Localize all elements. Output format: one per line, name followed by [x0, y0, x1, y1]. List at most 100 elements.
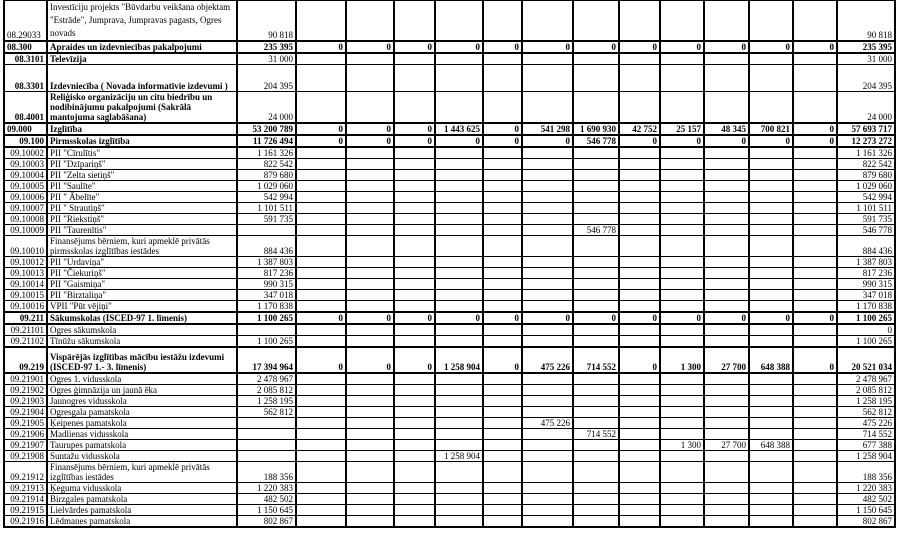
value-cell	[659, 180, 705, 192]
value-cell: 0	[482, 40, 523, 54]
value-cell	[345, 323, 395, 336]
value-cell	[521, 504, 574, 516]
row-total-cell: 879 680	[836, 169, 896, 181]
value-cell	[792, 482, 838, 494]
value-cell	[434, 372, 484, 385]
value-cell	[618, 91, 661, 124]
table-row: 09.21915 Lielvārdes pamatskola 1 150 645 1 …	[3, 504, 896, 516]
value-cell	[393, 202, 436, 214]
value-cell	[482, 439, 523, 451]
table-row: 09.21904 Ogresgala pamatskola 562 812 562 8…	[3, 406, 896, 418]
value-cell	[521, 450, 574, 462]
value-cell	[345, 91, 395, 124]
value-cell	[295, 450, 347, 462]
row-total-cell: 1 150 645	[836, 504, 896, 516]
value-cell	[659, 335, 705, 348]
value-cell	[792, 461, 838, 483]
value-cell: 817 236	[236, 267, 297, 279]
value-cell	[748, 224, 794, 236]
value-cell	[748, 384, 794, 396]
value-cell	[393, 335, 436, 348]
value-cell	[393, 169, 436, 181]
row-total-cell: 1 161 326	[836, 146, 896, 159]
value-cell	[434, 224, 484, 236]
row-code-cell: 09.219	[3, 346, 48, 374]
value-cell	[295, 493, 347, 505]
value-cell	[792, 224, 838, 236]
value-cell	[748, 335, 794, 348]
row-name-cell: PII "Gaismiņa"	[46, 278, 238, 290]
row-name-cell: PII "Cīrulītis"	[46, 146, 238, 159]
value-cell: 204 395	[236, 64, 297, 92]
value-cell	[748, 146, 794, 159]
value-cell	[659, 428, 705, 440]
value-cell: 53 200 789	[236, 122, 297, 136]
value-cell	[748, 300, 794, 313]
value-cell	[393, 417, 436, 429]
value-cell	[618, 191, 661, 203]
value-cell	[345, 191, 395, 203]
value-cell: 1 300	[659, 439, 705, 451]
value-cell	[393, 64, 436, 92]
value-cell	[393, 267, 436, 279]
value-cell: 0	[295, 122, 347, 136]
value-cell	[345, 461, 395, 483]
value-cell	[748, 278, 794, 290]
row-name-cell: Ogresgala pamatskola	[46, 406, 238, 418]
value-cell	[345, 372, 395, 385]
value-cell	[295, 202, 347, 214]
value-cell	[659, 267, 705, 279]
value-cell	[703, 372, 750, 385]
value-cell	[482, 52, 523, 65]
value-cell	[659, 395, 705, 407]
row-total-cell: 188 356	[836, 461, 896, 483]
value-cell	[393, 52, 436, 65]
row-name-cell: PII "Taurenītis"	[46, 224, 238, 236]
row-total-cell: 822 542	[836, 158, 896, 170]
value-cell	[482, 256, 523, 268]
value-cell	[659, 504, 705, 516]
value-cell	[703, 395, 750, 407]
value-cell: 591 735	[236, 213, 297, 225]
row-total-cell: 990 315	[836, 278, 896, 290]
value-cell: 24 000	[236, 91, 297, 124]
value-cell	[572, 267, 620, 279]
value-cell	[482, 335, 523, 348]
value-cell	[434, 493, 484, 505]
row-total-cell: 1 029 060	[836, 180, 896, 192]
value-cell	[792, 395, 838, 407]
value-cell: 90 818	[236, 0, 297, 42]
value-cell: 0	[748, 134, 794, 148]
value-cell	[618, 482, 661, 494]
value-cell	[659, 202, 705, 214]
row-total-cell: 24 000	[836, 91, 896, 124]
value-cell	[521, 300, 574, 313]
value-cell	[703, 300, 750, 313]
value-cell	[792, 158, 838, 170]
value-cell	[659, 450, 705, 462]
value-cell	[482, 428, 523, 440]
row-code-cell: 09.21913	[3, 482, 48, 494]
row-total-cell: 2 085 812	[836, 384, 896, 396]
row-name-cell: Ķeipenes pamatskola	[46, 417, 238, 429]
value-cell	[618, 504, 661, 516]
row-name-cell: PII " Ābelīte"	[46, 191, 238, 203]
value-cell	[748, 158, 794, 170]
row-name-cell: Sākumskolas (ISCED-97 1. līmenis)	[46, 311, 238, 325]
row-name-cell: PII "Riekstiņš"	[46, 213, 238, 225]
value-cell	[482, 482, 523, 494]
value-cell	[295, 158, 347, 170]
value-cell	[295, 91, 347, 124]
row-name-cell: Lielvārdes pamatskola	[46, 504, 238, 516]
value-cell	[393, 300, 436, 313]
value-cell	[618, 158, 661, 170]
value-cell: 347 018	[236, 289, 297, 301]
value-cell	[659, 64, 705, 92]
value-cell	[521, 323, 574, 336]
row-name-cell: Izglītība	[46, 122, 238, 136]
table-row: 09.21903 Jaunogres vidusskola 1 258 195 1 2…	[3, 395, 896, 407]
value-cell: 0	[521, 311, 574, 325]
row-total-cell: 1 170 838	[836, 300, 896, 313]
value-cell	[618, 372, 661, 385]
value-cell	[434, 191, 484, 203]
